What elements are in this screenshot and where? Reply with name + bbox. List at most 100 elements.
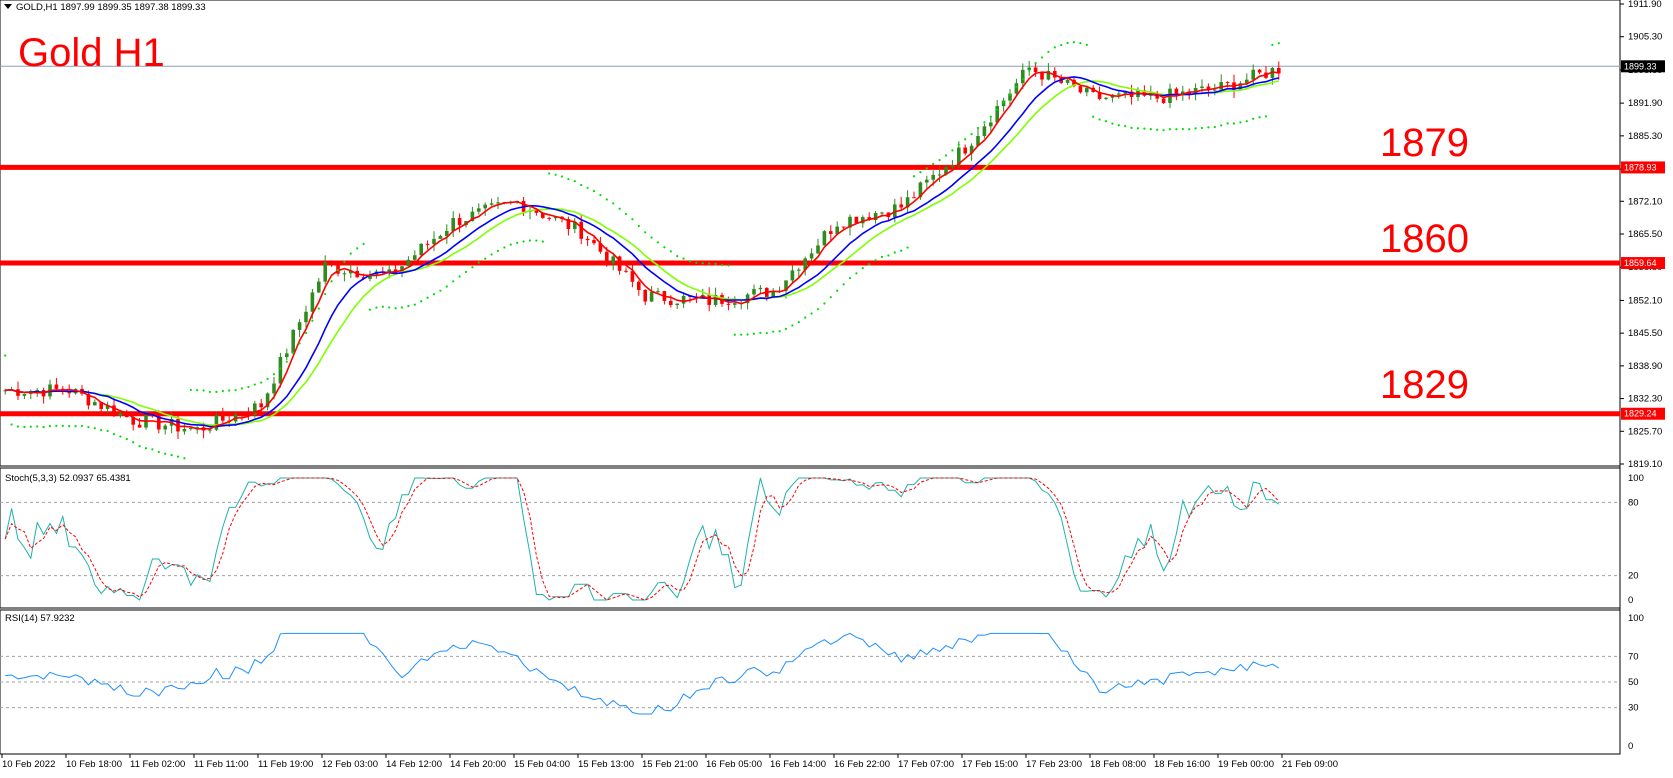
parabolic-sar-dot: [80, 424, 84, 428]
parabolic-sar-dot: [42, 425, 45, 429]
parabolic-sar-dot: [976, 126, 980, 130]
parabolic-sar-dot: [746, 333, 749, 336]
candle-body: [259, 403, 263, 408]
candle-body: [304, 311, 308, 323]
parabolic-sar-dot: [541, 240, 544, 243]
level-price-tag-label: 1829.24: [1624, 409, 1657, 419]
parabolic-sar-dot: [759, 331, 762, 334]
candle-body: [419, 243, 423, 256]
candle-body: [841, 226, 846, 228]
candle-body: [784, 280, 788, 291]
rsi-tick-label: 70: [1628, 651, 1639, 662]
collapse-triangle-icon[interactable]: [4, 4, 12, 9]
candle-body: [99, 402, 103, 409]
parabolic-sar-dot: [1092, 115, 1095, 118]
candle-body: [118, 413, 123, 417]
parabolic-sar-dot: [554, 173, 557, 176]
candle-body: [176, 419, 180, 432]
parabolic-sar-dot: [580, 183, 583, 187]
candle-body: [617, 256, 622, 271]
price-tick-label: 1825.70: [1628, 426, 1662, 437]
stochastic-tick-label: 80: [1628, 497, 1639, 508]
candle-body: [893, 204, 897, 218]
candle-body: [1008, 93, 1012, 101]
price-tick-label: 1845.50: [1628, 328, 1662, 339]
parabolic-sar-dot: [1194, 127, 1197, 130]
parabolic-sar-dot: [4, 354, 7, 357]
candle-body: [54, 384, 59, 389]
price-tick-label: 1872.10: [1628, 196, 1662, 207]
candle-body: [598, 243, 603, 252]
candle-body: [253, 403, 257, 416]
parabolic-sar-dot: [112, 433, 116, 436]
time-tick-label: 10 Feb 18:00: [66, 759, 122, 770]
parabolic-sar-dot: [1136, 127, 1140, 130]
parabolic-sar-dot: [964, 138, 967, 141]
moving-average-fast-line: [5, 71, 1279, 430]
parabolic-sar-dot: [733, 333, 736, 336]
rsi-label: RSI(14) 57.9232: [5, 613, 75, 624]
parabolic-sar-dot: [1130, 126, 1133, 129]
candle-body: [150, 415, 155, 417]
parabolic-sar-dot: [16, 425, 20, 428]
parabolic-sar-dot: [317, 307, 320, 310]
candle-body: [611, 256, 615, 264]
parabolic-sar-dot: [87, 425, 90, 429]
price-panel[interactable]: [0, 0, 1621, 467]
parabolic-sar-dot: [93, 427, 96, 430]
parabolic-sar-dot: [912, 175, 916, 178]
time-tick-label: 16 Feb 22:00: [834, 759, 890, 770]
parabolic-sar-dot: [676, 254, 679, 258]
parabolic-sar-dot: [1053, 46, 1056, 49]
parabolic-sar-dot: [682, 257, 685, 260]
parabolic-sar-dot: [637, 224, 640, 228]
level-price-tag-label: 1859.64: [1624, 258, 1657, 268]
parabolic-sar-dot: [663, 246, 666, 249]
stochastic-panel[interactable]: [0, 467, 1621, 609]
candle-body: [208, 429, 212, 431]
parabolic-sar-dot: [669, 250, 672, 253]
time-tick-label: 12 Feb 03:00: [322, 759, 378, 770]
parabolic-sar-dot: [535, 239, 538, 242]
parabolic-sar-dot: [407, 305, 410, 308]
candle-body: [470, 211, 475, 222]
parabolic-sar-dot: [1252, 117, 1255, 120]
parabolic-sar-dot: [272, 373, 276, 376]
stochastic-signal-line: [4, 477, 1280, 601]
parabolic-sar-dot: [343, 260, 346, 263]
parabolic-sar-dot: [400, 306, 404, 309]
stochastic-tick-label: 100: [1628, 473, 1644, 484]
candle-body: [131, 417, 135, 425]
parabolic-sar-dot: [836, 289, 839, 292]
candle-body: [925, 179, 929, 183]
parabolic-sar-dot: [1226, 122, 1229, 125]
candle-body: [585, 238, 590, 241]
parabolic-sar-dot: [1239, 121, 1242, 124]
candle-body: [790, 270, 795, 281]
candle-body: [137, 424, 142, 428]
candle-body: [1251, 69, 1255, 80]
parabolic-sar-dot: [452, 280, 455, 283]
level-label-1860: 1860: [1380, 217, 1469, 261]
candle-body: [477, 208, 481, 212]
parabolic-sar-dot: [605, 198, 608, 201]
parabolic-sar-dot: [1034, 61, 1037, 65]
time-tick-label: 15 Feb 21:00: [642, 759, 698, 770]
time-tick-label: 16 Feb 05:00: [706, 759, 762, 770]
parabolic-sar-dot: [868, 263, 871, 266]
candle-body: [957, 147, 961, 166]
parabolic-sar-dot: [752, 332, 756, 335]
parabolic-sar-dot: [240, 387, 244, 390]
candle-body: [1078, 86, 1083, 93]
candle-body: [643, 289, 647, 302]
candle-body: [189, 428, 193, 430]
parabolic-sar-dot: [784, 327, 788, 330]
parabolic-sar-dot: [631, 218, 634, 221]
parabolic-sar-dot: [375, 306, 378, 309]
parabolic-sar-dot: [426, 296, 429, 299]
parabolic-sar-dot: [292, 351, 295, 354]
parabolic-sar-dot: [656, 241, 660, 244]
time-tick-label: 17 Feb 15:00: [962, 759, 1018, 770]
parabolic-sar-dot: [1220, 124, 1223, 127]
